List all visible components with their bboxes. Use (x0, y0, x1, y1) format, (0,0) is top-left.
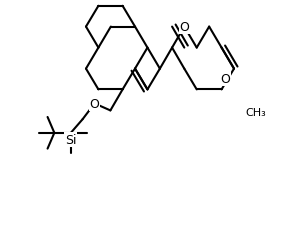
Text: O: O (179, 21, 189, 34)
Text: O: O (220, 73, 230, 86)
Text: CH₃: CH₃ (245, 108, 266, 118)
Text: Si: Si (65, 133, 77, 146)
Text: O: O (90, 97, 99, 110)
